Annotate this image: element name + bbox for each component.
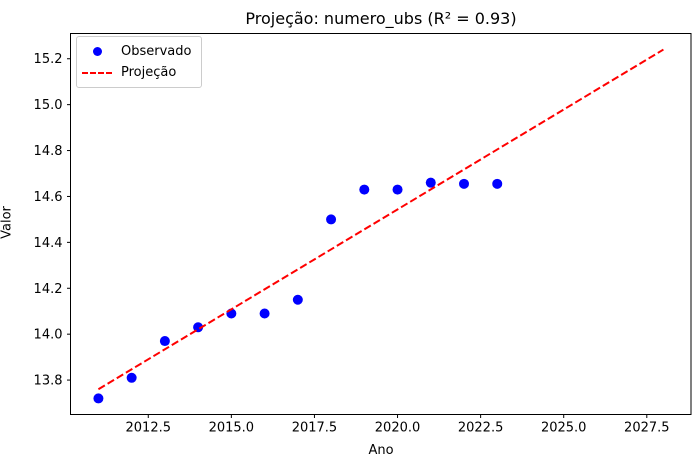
y-tick-label: 13.8 [34,374,63,389]
y-tick-label: 14.2 [34,282,63,297]
data-point [459,178,470,189]
x-tick-label: 2017.5 [292,421,338,436]
x-tick-label: 2020.0 [375,421,421,436]
projection-line [97,48,664,391]
x-tick-label: 2027.5 [624,421,670,436]
data-point [425,177,436,188]
legend-item-observado: Observado [81,42,191,61]
chart-title: Projeção: numero_ubs (R² = 0.93) [245,9,517,28]
x-tick-label: 2015.0 [209,421,255,436]
data-point [159,336,170,347]
y-tick-label: 14.8 [34,144,63,159]
y-tick-label: 14.6 [34,190,63,205]
legend-item-projecao: Projeção [81,63,191,82]
y-tick-label: 14.4 [34,236,63,251]
data-point [126,372,137,383]
x-tick-label: 2012.5 [126,421,172,436]
x-axis-label: Ano [368,443,394,458]
data-point [326,214,337,225]
plot-frame [70,33,692,415]
data-point [292,294,303,305]
legend-label-observado: Observado [121,44,192,59]
legend: Observado Projeção [76,36,203,88]
legend-marker-cell [81,47,113,56]
data-point [93,393,104,404]
legend-label-projecao: Projeção [121,65,177,80]
data-point [392,184,403,195]
y-tick-label: 14.0 [34,328,63,343]
y-tick-label: 15.0 [34,98,63,113]
y-tick-label: 15.2 [34,52,63,67]
data-point [259,308,270,319]
scatter-dot-icon [92,47,102,56]
x-tick-label: 2025.0 [541,421,587,436]
data-point [359,184,370,195]
legend-marker-cell [81,71,113,74]
dashed-line-icon [82,71,112,74]
x-tick-label: 2022.5 [458,421,504,436]
data-point [492,178,503,189]
